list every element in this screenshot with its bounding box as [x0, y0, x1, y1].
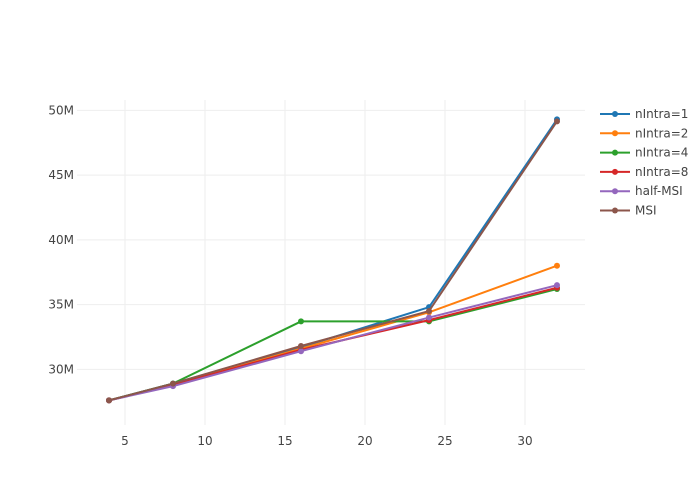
data-point — [554, 282, 560, 289]
y-tick-label: 30M — [48, 362, 74, 376]
series-line-nIntra=2 — [108, 264, 558, 402]
series-line-MSI — [108, 120, 558, 402]
legend-label: nIntra=2 — [635, 126, 688, 140]
legend-item[interactable]: nIntra=8 — [600, 165, 688, 179]
legend-item[interactable]: nIntra=1 — [600, 107, 688, 121]
x-tick-label: 5 — [121, 434, 129, 448]
data-point — [298, 348, 304, 355]
data-point — [426, 314, 432, 321]
x-axis: 5 10 15 20 25 30 — [121, 434, 532, 448]
x-tick-label: 10 — [197, 434, 212, 448]
data-point — [426, 308, 432, 315]
y-tick-label: 35M — [48, 298, 74, 312]
data-point — [554, 118, 560, 125]
x-tick-label: 15 — [277, 434, 292, 448]
x-tick-label: 25 — [437, 434, 452, 448]
data-point — [298, 318, 304, 325]
legend-label: half-MSI — [635, 184, 683, 198]
legend-label: MSI — [635, 204, 657, 218]
legend-marker — [612, 207, 618, 214]
data-point — [170, 380, 176, 387]
legend-item[interactable]: half-MSI — [600, 184, 683, 198]
series-lines — [106, 116, 560, 404]
legend-marker — [612, 130, 618, 137]
legend-label: nIntra=8 — [635, 165, 688, 179]
legend-marker — [612, 149, 618, 156]
legend-label: nIntra=4 — [635, 146, 688, 160]
series-line-nIntra=1 — [108, 118, 558, 402]
legend: nIntra=1 nIntra=2 nIntra=4 nIntra=8 half-MSI… — [600, 107, 688, 218]
x-tick-label: 30 — [517, 434, 532, 448]
y-axis: 30M 35M 40M 45M 50M — [48, 103, 74, 376]
legend-item[interactable]: MSI — [600, 204, 657, 218]
y-tick-label: 40M — [48, 233, 74, 247]
legend-marker — [612, 168, 618, 175]
legend-marker — [612, 111, 618, 117]
legend-marker — [612, 188, 618, 195]
grid — [77, 100, 585, 425]
y-tick-label: 50M — [48, 103, 74, 117]
legend-item[interactable]: nIntra=2 — [600, 126, 688, 140]
x-tick-label: 20 — [357, 434, 372, 448]
data-point — [554, 262, 560, 269]
data-point — [298, 343, 304, 350]
legend-label: nIntra=1 — [635, 107, 688, 121]
y-tick-label: 45M — [48, 168, 74, 182]
data-point — [106, 397, 112, 404]
legend-item[interactable]: nIntra=4 — [600, 146, 688, 160]
